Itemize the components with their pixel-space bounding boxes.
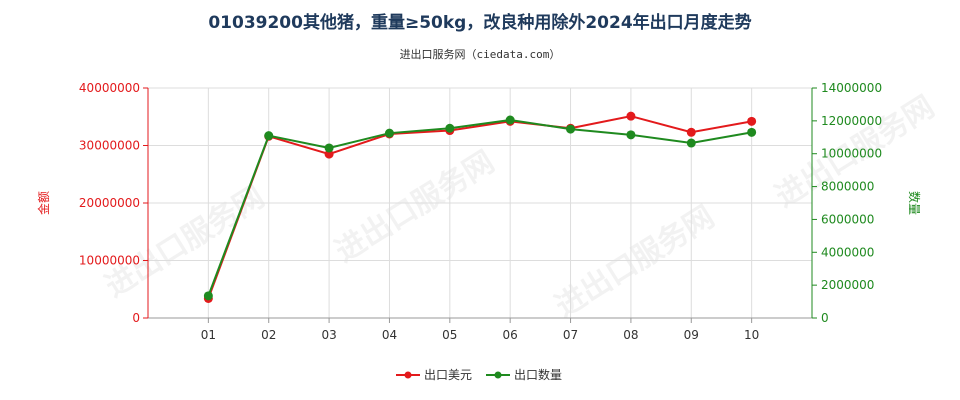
x-tick-label: 04 — [382, 328, 397, 342]
legend-marker-amount — [404, 371, 412, 379]
grid-layer — [148, 87, 812, 319]
x-tick-label: 05 — [442, 328, 457, 342]
data-point-quantity — [747, 127, 757, 137]
x-tick-label: 09 — [684, 328, 699, 342]
series-layer — [203, 111, 757, 303]
y-tick-label-left: 20000000 — [79, 196, 140, 210]
data-point-amount — [686, 127, 696, 137]
legend-item-amount[interactable]: 出口美元 — [396, 368, 472, 382]
y-tick-label-right: 8000000 — [821, 180, 874, 194]
x-tick-label: 07 — [563, 328, 578, 342]
y-tick-label-right: 2000000 — [821, 278, 874, 292]
data-point-amount — [747, 116, 757, 126]
data-point-quantity — [264, 131, 274, 141]
y-tick-label-right: 12000000 — [821, 114, 882, 128]
y-axis-title-right: 数量 — [907, 191, 922, 215]
y-tick-label-left: 30000000 — [79, 139, 140, 153]
data-point-quantity — [445, 123, 455, 133]
chart-subtitle: 进出口服务网（ciedata.com） — [400, 47, 561, 61]
y-tick-label-right: 10000000 — [821, 147, 882, 161]
legend-marker-quantity — [494, 371, 502, 379]
y-tick-label-left: 10000000 — [79, 254, 140, 268]
data-point-quantity — [566, 124, 576, 134]
data-point-amount — [324, 149, 334, 159]
x-tick-label: 01 — [201, 328, 216, 342]
legend-item-quantity[interactable]: 出口数量 — [486, 367, 562, 382]
data-point-quantity — [505, 115, 515, 125]
legend-label-quantity: 出口数量 — [514, 367, 562, 382]
x-tick-label: 03 — [321, 328, 336, 342]
data-point-amount — [626, 111, 636, 121]
watermark-text: 进出口服务网 — [549, 199, 720, 324]
legend: 出口美元 出口数量 — [396, 367, 562, 382]
data-point-quantity — [686, 138, 696, 148]
x-tick-label: 02 — [261, 328, 276, 342]
y-axis-title-left: 金额 — [36, 191, 51, 215]
y-tick-label-right: 4000000 — [821, 245, 874, 259]
data-point-quantity — [384, 128, 394, 138]
series-line-quantity — [207, 119, 752, 297]
y-tick-label-right: 0 — [821, 311, 829, 325]
legend-label-amount: 出口美元 — [424, 368, 472, 382]
x-tick-label: 10 — [744, 328, 759, 342]
y-tick-label-right: 14000000 — [821, 81, 882, 95]
y-tick-label-left: 0 — [132, 311, 140, 325]
watermark-text: 进出口服务网 — [329, 144, 500, 269]
y-tick-label-left: 40000000 — [79, 81, 140, 95]
y-tick-label-right: 6000000 — [821, 212, 874, 226]
x-tick-label: 08 — [623, 328, 638, 342]
axes-layer: 0 10000000 20000000 30000000 40000000 0 200000… — [79, 81, 882, 342]
data-point-quantity — [324, 143, 334, 153]
series-line-amount — [207, 115, 752, 299]
x-tick-label: 06 — [503, 328, 518, 342]
data-point-quantity — [626, 130, 636, 140]
data-point-quantity — [203, 291, 213, 301]
chart-title: 01039200其他猪，重量≥50kg，改良种用除外2024年出口月度走势 — [208, 12, 751, 33]
